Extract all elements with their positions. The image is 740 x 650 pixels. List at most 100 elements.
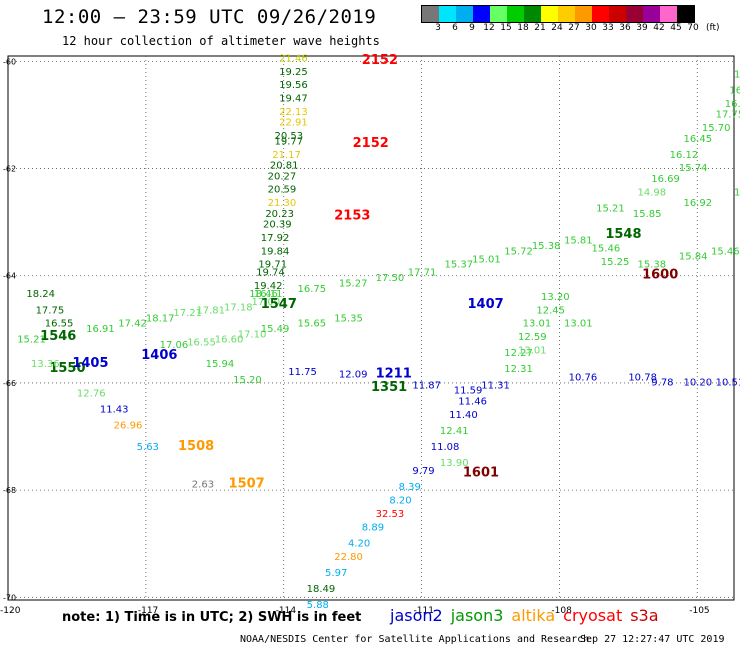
wave-height-value: 11.43 — [100, 404, 129, 415]
wave-height-value: 15.70 — [702, 123, 731, 134]
wave-height-value: 11.75 — [288, 367, 317, 378]
wave-height-value: 18.49 — [307, 584, 336, 595]
wave-height-value: 20.59 — [268, 185, 297, 196]
lon-tick-label: -105 — [689, 606, 709, 616]
wave-height-value: 11.59 — [454, 386, 483, 397]
wave-height-value: 12.31 — [504, 364, 533, 375]
wave-height-value: 20.39 — [263, 220, 292, 231]
lat-tick-label: -66 — [3, 379, 16, 388]
legend-tick-label: 39 — [636, 23, 648, 33]
wave-height-value: 16.92 — [683, 198, 712, 209]
lon-tick-label: -117 — [138, 606, 158, 616]
wave-height-value: 16.11 — [254, 289, 283, 300]
wave-height-value: 8.20 — [389, 496, 411, 507]
wave-height-value: 15.94 — [206, 359, 235, 370]
wave-height-value: 20.81 — [270, 161, 299, 172]
wave-height-value: 18.46 — [249, 289, 278, 300]
wave-height-value: 16.55 — [187, 337, 216, 348]
wave-height-value: 12.59 — [518, 332, 547, 343]
legend-swatch — [626, 6, 643, 22]
wave-height-value: 17.81 — [196, 305, 225, 316]
wave-height-value: 21.30 — [268, 198, 297, 209]
legend-tick-label: 6 — [452, 23, 458, 33]
wave-height-value: 11.31 — [481, 380, 510, 391]
lat-tick-label: -62 — [3, 165, 16, 174]
wave-height-value: 8.89 — [362, 522, 384, 533]
legend-swatch — [490, 6, 507, 22]
legend-swatch — [660, 6, 677, 22]
wave-height-value: 13.36 — [31, 359, 60, 370]
legend-tick-label: 9 — [469, 23, 475, 33]
wave-height-value: 2.63 — [192, 479, 214, 490]
wave-height-value: 15.72 — [504, 246, 533, 257]
lon-tick-label: -114 — [276, 606, 297, 616]
wave-height-value: 16.75 — [297, 284, 326, 295]
map-frame — [7, 55, 735, 601]
wave-height-value: 15.25 — [601, 257, 630, 268]
wave-height-value: 16.91 — [86, 324, 115, 335]
wave-height-value: 14.98 — [638, 187, 667, 198]
legend-unit: (ft) — [706, 23, 720, 33]
wave-height-value: 19.42 — [254, 281, 283, 292]
lat-tick-label: -68 — [3, 486, 16, 495]
pass-time-label: 1546 — [40, 329, 76, 344]
legend-tick-label: 24 — [551, 23, 563, 33]
wave-height-value: 13.01 — [564, 319, 593, 330]
wave-height-value: 15 — [734, 69, 740, 80]
wave-height-value: 15.81 — [564, 236, 593, 247]
wave-height-value: 10.78 — [628, 372, 657, 383]
pass-time-label: 2152 — [353, 136, 389, 151]
legend-tick-label: 3 — [435, 23, 441, 33]
pass-time-label: 1211 — [376, 367, 412, 382]
pass-time-label: 1508 — [178, 439, 214, 454]
wave-height-value: 15.74 — [679, 163, 708, 174]
wave-height-value: 15.01 — [472, 254, 501, 265]
wave-height-value: 16.5 — [729, 86, 740, 97]
satellite-legend: jason2 jason3 altika cryosat s3a — [390, 606, 659, 625]
wave-height-value: 15.20 — [233, 375, 262, 386]
wave-height-value: 9.79 — [412, 466, 434, 477]
pass-time-label: 1548 — [605, 227, 641, 242]
page-title: 12:00 — 23:59 UTC 09/26/2019 — [42, 6, 377, 28]
wave-height-value: 15.65 — [297, 319, 326, 330]
wave-height-value: 15.38 — [532, 241, 561, 252]
legend-swatch — [575, 6, 592, 22]
wave-height-value: 32.53 — [376, 509, 405, 520]
wave-height-value: 18.24 — [26, 289, 55, 300]
wave-height-value: 17.71 — [408, 268, 437, 279]
legend-tick-label: 36 — [619, 23, 631, 33]
legend-tick-label: 27 — [568, 23, 580, 33]
wave-height-value: 19.74 — [256, 268, 285, 279]
wave-height-value: 22.91 — [279, 118, 308, 129]
wave-height-value: 5.97 — [325, 568, 347, 579]
wave-height-value: 15.46 — [592, 244, 621, 255]
wave-height-value: 17.75 — [36, 305, 65, 316]
wave-height-value: 8.39 — [399, 482, 421, 493]
wave-height-value: 10.20 — [683, 378, 712, 389]
wave-height-value: 15.49 — [261, 324, 290, 335]
legend-swatch — [422, 6, 439, 22]
legend-swatch — [609, 6, 626, 22]
wave-height-value: 19.25 — [279, 67, 308, 78]
footer-timestamp: Sep 27 12:27:47 UTC 2019 — [580, 634, 725, 645]
wave-height-value: 17.92 — [261, 233, 290, 244]
wave-height-value: 26.96 — [114, 420, 143, 431]
wave-height-value: 19.71 — [258, 260, 287, 271]
wave-height-value: 12.76 — [77, 388, 106, 399]
wave-height-value: 11.46 — [458, 396, 487, 407]
wave-height-value: 17.42 — [118, 319, 147, 330]
legend-swatch — [473, 6, 490, 22]
legend-tick-label: 21 — [534, 23, 546, 33]
wave-height-value: 15.21 — [17, 335, 46, 346]
wave-height-value: 17.00 — [252, 297, 281, 308]
wave-height-value: 20.53 — [275, 131, 304, 142]
legend-swatch — [643, 6, 660, 22]
legend-tick-label: 30 — [585, 23, 597, 33]
legend-swatch — [456, 6, 473, 22]
legend-tick-label: 15 — [500, 23, 512, 33]
wave-height-value: 15.85 — [633, 209, 662, 220]
wave-height-value: 15.46 — [711, 246, 740, 257]
wave-height-value: 5.88 — [307, 600, 329, 611]
legend-swatch — [558, 6, 575, 22]
